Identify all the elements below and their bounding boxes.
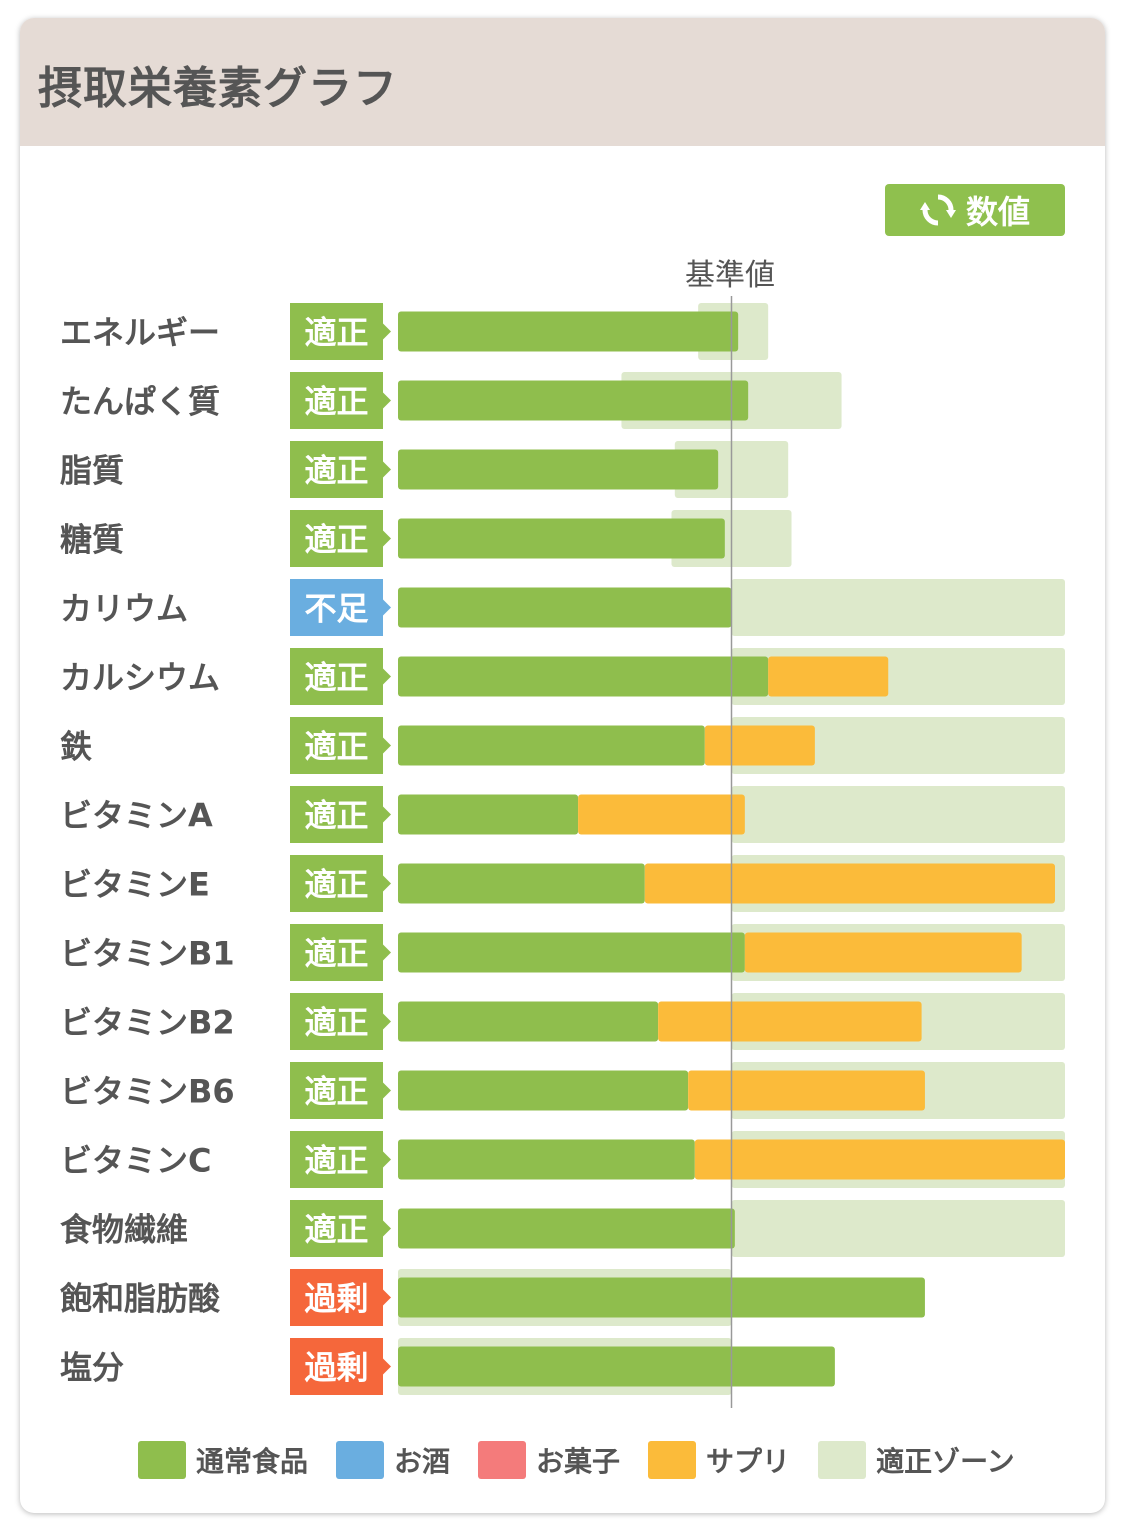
category-label: 脂質 bbox=[60, 452, 124, 490]
status-badge-label: 適正 bbox=[304, 728, 368, 766]
food-bar bbox=[398, 587, 732, 628]
category-label: カリウム bbox=[60, 590, 188, 628]
food-bar bbox=[398, 1277, 925, 1318]
food-bar bbox=[398, 449, 719, 490]
category-label: 塩分 bbox=[60, 1349, 124, 1387]
legend-swatch bbox=[648, 1441, 697, 1479]
status-badge bbox=[290, 1200, 391, 1257]
status-badge bbox=[290, 855, 391, 912]
category-label: エネルギー bbox=[60, 314, 220, 352]
supplement-bar bbox=[704, 725, 815, 766]
food-bar bbox=[398, 1208, 735, 1249]
food-bar bbox=[398, 1346, 835, 1387]
status-badge-label: 適正 bbox=[304, 935, 368, 973]
page-title: 摂取栄養素グラフ bbox=[38, 63, 398, 114]
chart-legend: 通常食品 お酒 お菓子 サプリ 適正ゾーン bbox=[138, 1440, 1043, 1480]
category-label: 食物繊維 bbox=[60, 1211, 188, 1249]
status-badge-label: 適正 bbox=[304, 866, 368, 904]
status-badge-label: 適正 bbox=[304, 1211, 368, 1249]
category-label: 糖質 bbox=[60, 521, 124, 559]
category-label: たんぱく質 bbox=[60, 383, 220, 421]
food-bar bbox=[398, 932, 745, 973]
category-label: 鉄 bbox=[60, 728, 92, 766]
status-badge bbox=[290, 1269, 391, 1326]
legend-item-zone: 適正ゾーン bbox=[818, 1440, 1015, 1480]
status-badge-label: 適正 bbox=[304, 521, 368, 559]
optimal-zone-bar bbox=[731, 1200, 1065, 1257]
reference-line-label: 基準値 bbox=[685, 258, 775, 293]
status-badge bbox=[290, 1338, 391, 1395]
status-badge bbox=[290, 786, 391, 843]
legend-swatch bbox=[818, 1441, 867, 1479]
status-badge-label: 過剰 bbox=[304, 1280, 368, 1318]
card-header: 摂取栄養素グラフ bbox=[20, 18, 1105, 146]
supplement-bar bbox=[644, 863, 1055, 904]
category-label: ビタミンB6 bbox=[60, 1073, 235, 1111]
legend-label: 通常食品 bbox=[196, 1445, 309, 1478]
food-bar bbox=[398, 1070, 689, 1111]
category-label: 飽和脂肪酸 bbox=[60, 1280, 221, 1318]
status-badge bbox=[290, 648, 391, 705]
legend-swatch bbox=[478, 1441, 527, 1479]
category-label: ビタミンB2 bbox=[60, 1004, 235, 1042]
status-badge bbox=[290, 303, 391, 360]
legend-item-food: 通常食品 bbox=[138, 1440, 308, 1480]
status-badge bbox=[290, 993, 391, 1050]
food-bar bbox=[398, 656, 769, 697]
refresh-icon bbox=[919, 194, 956, 226]
category-label: ビタミンE bbox=[60, 866, 210, 904]
supplement-bar bbox=[768, 656, 889, 697]
category-label: ビタミンC bbox=[60, 1142, 212, 1180]
status-badge-label: 適正 bbox=[304, 797, 368, 835]
food-bar bbox=[398, 518, 725, 559]
status-badge-label: 適正 bbox=[304, 314, 368, 352]
supplement-bar bbox=[694, 1139, 1065, 1180]
status-badge bbox=[290, 1062, 391, 1119]
category-label: ビタミンA bbox=[60, 797, 213, 835]
status-badge-label: 適正 bbox=[304, 659, 368, 697]
legend-item-supplement: サプリ bbox=[648, 1440, 790, 1480]
supplement-bar bbox=[658, 1001, 922, 1042]
category-label: ビタミンB1 bbox=[60, 935, 235, 973]
food-bar bbox=[398, 794, 579, 835]
toggle-button-label: 数値 bbox=[965, 193, 1030, 231]
optimal-zone-bar bbox=[731, 579, 1065, 636]
food-bar bbox=[398, 380, 749, 421]
status-badge-label: 過剰 bbox=[304, 1349, 368, 1387]
legend-label: 適正ゾーン bbox=[876, 1445, 1015, 1478]
status-badge-label: 不足 bbox=[304, 590, 368, 628]
legend-label: サプリ bbox=[706, 1445, 791, 1478]
legend-swatch bbox=[138, 1441, 186, 1479]
status-badge bbox=[290, 717, 391, 774]
food-bar bbox=[398, 1139, 695, 1180]
nutrient-graph-card: 摂取栄養素グラフ 数値 基準値 エネルギー 適正 たんぱく質 適正 脂質 適正 糖質 適正 カリ… bbox=[20, 18, 1105, 1513]
status-badge bbox=[290, 441, 391, 498]
status-badge-label: 適正 bbox=[304, 452, 368, 490]
status-badge bbox=[290, 1131, 391, 1188]
toggle-value-button[interactable]: 数値 bbox=[885, 184, 1065, 236]
supplement-bar bbox=[688, 1070, 925, 1111]
food-bar bbox=[398, 725, 705, 766]
category-label: カルシウム bbox=[60, 659, 220, 697]
food-bar bbox=[398, 1001, 659, 1042]
optimal-zone-bar bbox=[731, 786, 1065, 843]
legend-label: お酒 bbox=[394, 1445, 451, 1478]
status-badge-label: 適正 bbox=[304, 1142, 368, 1180]
status-badge-label: 適正 bbox=[304, 1004, 368, 1042]
status-badge bbox=[290, 372, 391, 429]
status-badge-label: 適正 bbox=[304, 1073, 368, 1111]
legend-item-alcohol: お酒 bbox=[336, 1440, 450, 1480]
legend-swatch bbox=[336, 1441, 385, 1479]
legend-label: お菓子 bbox=[536, 1445, 621, 1478]
food-bar bbox=[398, 311, 739, 352]
status-badge bbox=[290, 579, 391, 636]
status-badge bbox=[290, 510, 391, 567]
status-badge-label: 適正 bbox=[304, 383, 368, 421]
food-bar bbox=[398, 863, 645, 904]
supplement-bar bbox=[744, 932, 1022, 973]
legend-item-snack: お菓子 bbox=[478, 1440, 620, 1480]
status-badge bbox=[290, 924, 391, 981]
supplement-bar bbox=[578, 794, 745, 835]
